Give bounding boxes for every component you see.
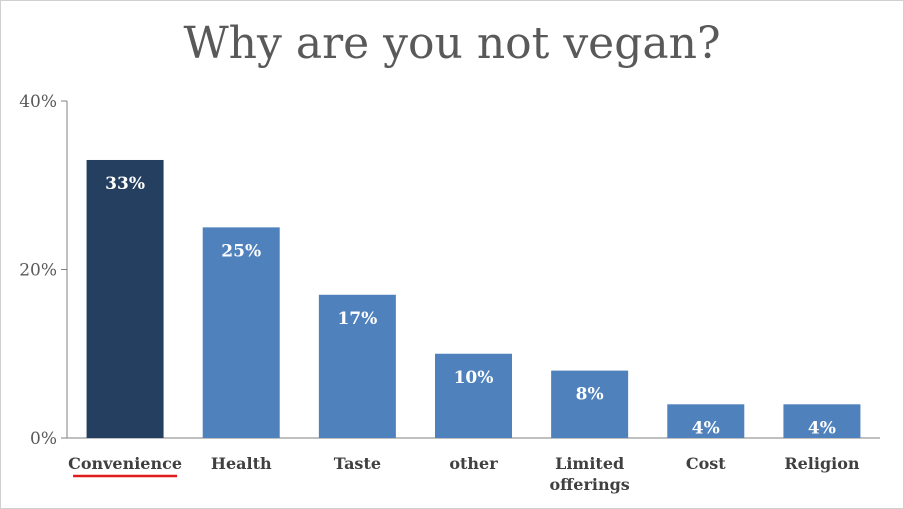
data-label: 33%	[105, 174, 145, 194]
bar-religion	[783, 404, 861, 438]
x-tick-label: Religion	[784, 454, 860, 473]
data-label: 4%	[692, 418, 720, 438]
data-label: 17%	[337, 309, 377, 329]
y-tick-label: 20%	[19, 261, 57, 281]
bar-limited-offerings	[551, 370, 629, 438]
chart-title: Why are you not vegan?	[183, 18, 721, 69]
bar-health	[202, 227, 280, 438]
data-label: 25%	[221, 241, 261, 261]
bar-other	[435, 353, 512, 438]
bar-convenience	[86, 159, 164, 438]
x-tick-label: other	[449, 454, 498, 473]
x-tick-label: Convenience	[68, 454, 182, 473]
x-tick-label: Cost	[686, 454, 726, 473]
x-tick-label: Taste	[334, 454, 381, 473]
data-label: 10%	[454, 368, 494, 388]
x-tick-label: Health	[211, 454, 272, 473]
data-label: 8%	[576, 385, 604, 405]
y-tick-label: 40%	[19, 92, 57, 112]
x-tick-label: Limited offerings	[549, 454, 629, 494]
bar-taste	[318, 294, 396, 438]
y-tick-label: 0%	[30, 429, 57, 449]
data-label: 4%	[808, 418, 836, 438]
bar-cost	[667, 404, 745, 438]
